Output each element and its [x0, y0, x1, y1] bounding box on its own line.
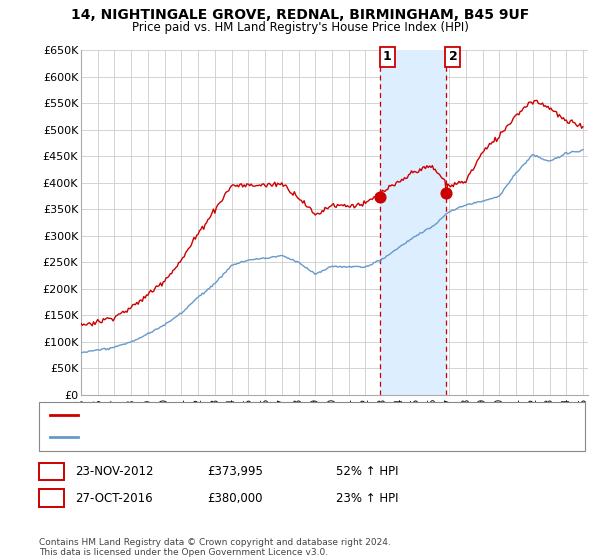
Text: 23-NOV-2012: 23-NOV-2012	[75, 465, 154, 478]
Text: 1: 1	[47, 465, 56, 478]
Text: 27-OCT-2016: 27-OCT-2016	[75, 492, 152, 505]
Text: HPI: Average price, detached house, Birmingham: HPI: Average price, detached house, Birm…	[82, 432, 339, 442]
Text: 1: 1	[383, 50, 391, 63]
Text: 52% ↑ HPI: 52% ↑ HPI	[336, 465, 398, 478]
Point	[442, 189, 451, 198]
Point	[376, 192, 385, 201]
Text: 14, NIGHTINGALE GROVE, REDNAL, BIRMINGHAM, B45 9UF (detached house): 14, NIGHTINGALE GROVE, REDNAL, BIRMINGHA…	[82, 410, 483, 420]
Text: 2: 2	[47, 492, 56, 505]
Text: 14, NIGHTINGALE GROVE, REDNAL, BIRMINGHAM, B45 9UF: 14, NIGHTINGALE GROVE, REDNAL, BIRMINGHA…	[71, 8, 529, 22]
Text: Contains HM Land Registry data © Crown copyright and database right 2024.
This d: Contains HM Land Registry data © Crown c…	[39, 538, 391, 557]
Text: £373,995: £373,995	[207, 465, 263, 478]
Text: 2: 2	[449, 50, 457, 63]
Bar	[380, 50, 446, 395]
Text: £380,000: £380,000	[207, 492, 263, 505]
Text: Price paid vs. HM Land Registry's House Price Index (HPI): Price paid vs. HM Land Registry's House …	[131, 21, 469, 34]
Text: 23% ↑ HPI: 23% ↑ HPI	[336, 492, 398, 505]
